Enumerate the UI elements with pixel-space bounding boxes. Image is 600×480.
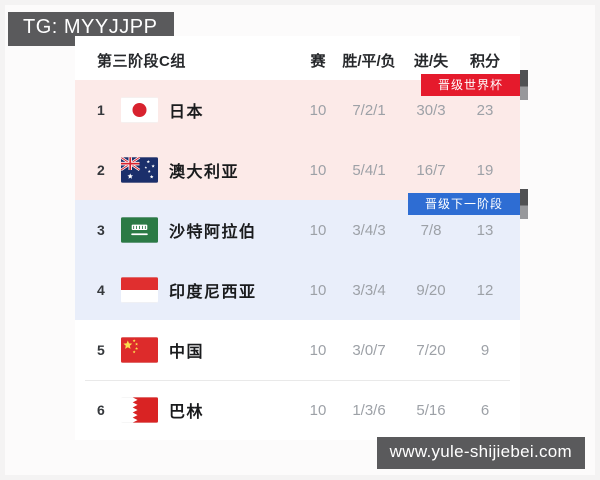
- played-value: 10: [309, 401, 327, 419]
- wdl-value: 3/3/4: [352, 281, 386, 299]
- wdl-value: 5/4/1: [352, 161, 386, 179]
- played-value: 10: [309, 221, 327, 239]
- rank: 1: [97, 102, 105, 118]
- saudi-arabia-flag-icon: [121, 217, 158, 243]
- wdl-value: 3/0/7: [352, 341, 386, 359]
- team-name: 澳大利亚: [169, 164, 240, 181]
- japan-flag-icon: [121, 97, 158, 123]
- rank: 5: [97, 342, 105, 358]
- standings-card: 第三阶段C组 赛 胜/平/负 进/失 积分 晋级世界杯 1 日本 10 7/2/…: [75, 36, 529, 440]
- table-row-australia: 2: [75, 140, 520, 200]
- team-name: 巴林: [169, 404, 205, 421]
- goals-value: 5/16: [416, 401, 446, 419]
- col-header-wdl: 胜/平/负: [342, 53, 396, 70]
- table-header-row: 第三阶段C组 赛 胜/平/负 进/失 积分: [75, 36, 520, 80]
- table-row-saudi-arabia: 3 沙特阿拉伯 10 3/4/3 7/8 13: [75, 200, 520, 260]
- table-row-indonesia: 4 印度尼西亚 10 3/3/4 9/20 12: [75, 260, 520, 320]
- goals-value: 7/20: [416, 341, 446, 359]
- team-name: 沙特阿拉伯: [169, 224, 257, 241]
- rank: 2: [97, 162, 105, 178]
- rank: 4: [97, 282, 105, 298]
- goals-value: 30/3: [416, 101, 446, 119]
- goals-value: 7/8: [420, 221, 442, 239]
- points-value: 19: [476, 161, 494, 179]
- points-value: 23: [476, 101, 494, 119]
- played-value: 10: [309, 341, 327, 359]
- australia-flag-icon: [121, 157, 158, 183]
- next-stage-zone: 晋级下一阶段 3 沙特阿拉伯 10 3/4/3 7/8 13: [75, 189, 529, 320]
- next-stage-qualify-badge: 晋级下一阶段: [407, 189, 529, 219]
- col-header-goals: 进/失: [413, 53, 449, 70]
- world-cup-qualify-badge: 晋级世界杯: [420, 70, 529, 100]
- world-cup-zone: 晋级世界杯 1 日本 10 7/2/1 30/3 23 2: [75, 70, 529, 200]
- table-row-japan: 1 日本 10 7/2/1 30/3 23: [75, 80, 520, 140]
- table-row-china: 5 中国 10 3: [75, 320, 520, 380]
- col-header-points: 积分: [469, 53, 500, 70]
- played-value: 10: [309, 281, 327, 299]
- points-value: 12: [476, 281, 494, 299]
- points-value: 9: [480, 341, 490, 359]
- points-value: 6: [480, 401, 490, 419]
- points-value: 13: [476, 221, 494, 239]
- indonesia-flag-icon: [121, 277, 158, 303]
- goals-value: 16/7: [416, 161, 446, 179]
- team-name: 中国: [169, 344, 205, 361]
- col-header-played: 赛: [310, 53, 326, 70]
- team-name: 印度尼西亚: [169, 284, 257, 301]
- group-title: 第三阶段C组: [97, 53, 186, 70]
- rank: 6: [97, 402, 105, 418]
- rank: 3: [97, 222, 105, 238]
- played-value: 10: [309, 101, 327, 119]
- goals-value: 9/20: [416, 281, 446, 299]
- china-flag-icon: [121, 337, 158, 363]
- eliminated-zone: 5 中国 10 3: [75, 320, 520, 440]
- wdl-value: 7/2/1: [352, 101, 386, 119]
- wdl-value: 3/4/3: [352, 221, 386, 239]
- played-value: 10: [309, 161, 327, 179]
- table-row-bahrain: 6 巴林 10 1/3/6 5/16 6: [75, 380, 520, 440]
- row-divider: [85, 380, 510, 381]
- bahrain-flag-icon: [121, 397, 158, 423]
- wdl-value: 1/3/6: [352, 401, 386, 419]
- team-name: 日本: [169, 104, 205, 121]
- site-watermark: www.yule-shijiebei.com: [376, 437, 585, 469]
